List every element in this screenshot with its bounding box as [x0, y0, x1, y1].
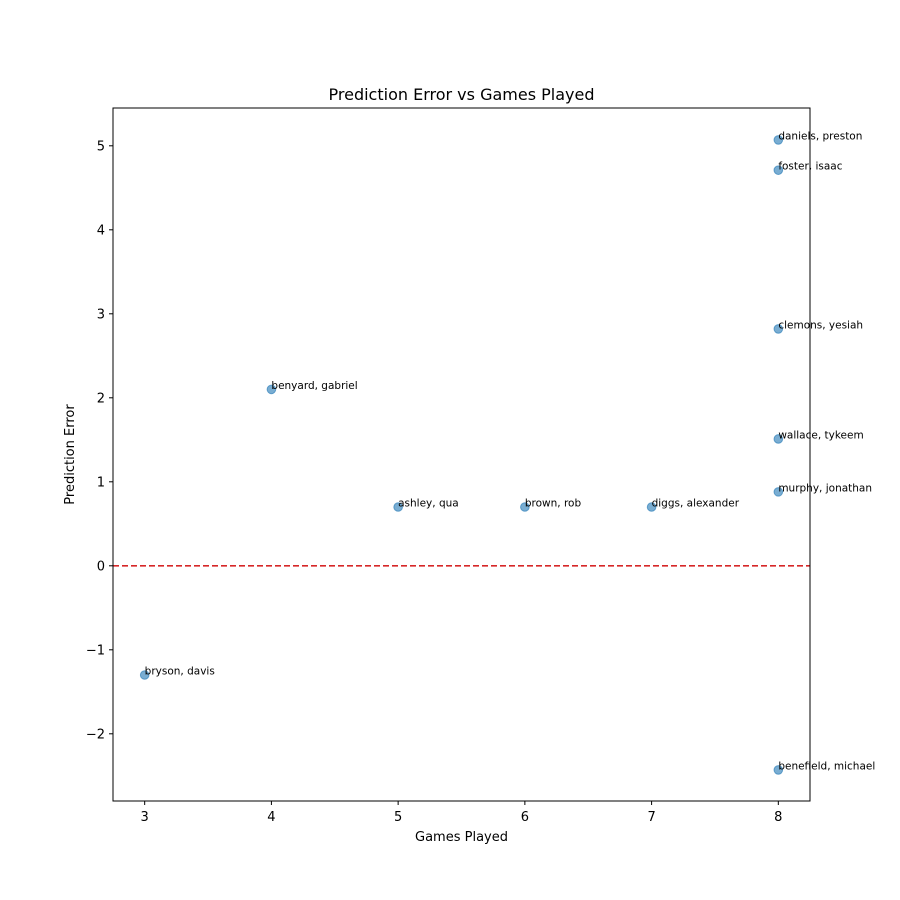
data-point: [646, 502, 657, 512]
y-tick-label: 4: [97, 223, 105, 238]
point-label: brown, rob: [525, 498, 582, 510]
y-tick-label: −1: [86, 643, 105, 658]
x-axis-label: Games Played: [415, 830, 508, 845]
x-tick-label: 8: [774, 810, 782, 825]
x-tick-label: 7: [647, 810, 655, 825]
data-point: [773, 324, 784, 334]
point-label: daniels, preston: [778, 130, 862, 142]
x-tick-label: 5: [394, 810, 402, 825]
point-label: benefield, michael: [778, 760, 875, 772]
y-tick-label: 5: [97, 139, 105, 154]
data-point: [773, 135, 784, 145]
y-axis-label: Prediction Error: [63, 404, 78, 505]
data-point: [520, 502, 530, 512]
data-point: [773, 165, 784, 175]
point-label: bryson, davis: [145, 666, 215, 678]
data-point: [139, 670, 150, 680]
y-tick-label: 0: [97, 559, 105, 574]
chart-title: Prediction Error vs Games Played: [329, 85, 595, 104]
point-label: clemons, yesiah: [778, 319, 863, 331]
x-tick-label: 3: [141, 810, 149, 825]
x-tick-label: 4: [267, 810, 275, 825]
axes: 3 4 5 6 7 8 −2 −1 0 1 2 3 4 5: [86, 139, 783, 825]
data-point: [773, 434, 784, 444]
data-point: [393, 502, 403, 512]
y-tick-label: −2: [86, 727, 105, 742]
point-label: murphy, jonathan: [778, 482, 872, 494]
y-tick-label: 2: [97, 391, 105, 406]
x-tick-label: 6: [521, 810, 529, 825]
point-label: ashley, qua: [398, 498, 459, 510]
point-label: foster, isaac: [778, 161, 842, 173]
plot-frame: [112, 107, 811, 802]
plot-area: daniels, preston foster, isaac clemons, ye…: [113, 130, 875, 775]
y-tick-label: 3: [97, 307, 105, 322]
point-label: benyard, gabriel: [271, 380, 357, 392]
data-point: [773, 487, 784, 497]
point-label: wallace, tykeem: [778, 429, 863, 441]
data-point: [773, 765, 784, 775]
data-point: [266, 384, 277, 395]
point-label: diggs, alexander: [652, 498, 740, 510]
y-tick-label: 1: [97, 475, 105, 490]
